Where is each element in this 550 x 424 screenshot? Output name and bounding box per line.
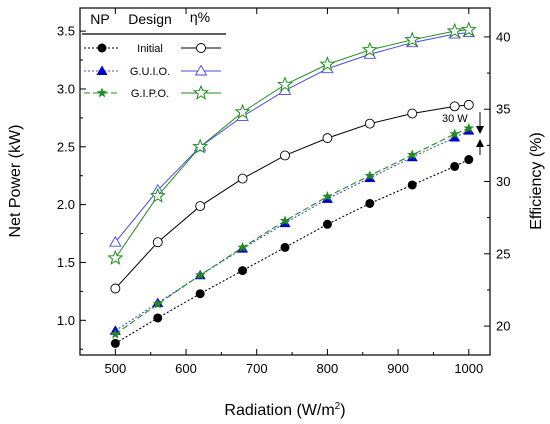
annotation-arrowhead-down: [476, 126, 484, 134]
point-g-i-p-o-np-3: [237, 241, 248, 252]
x-axis-title: Radiation (W/m2): [224, 401, 345, 419]
point-g-i-p-o-efficiency-6: [361, 41, 378, 57]
point-g-i-p-o-np-4: [279, 215, 291, 226]
left-tick-label-0: 1.0: [57, 313, 75, 328]
x-tick-label-0: 500: [104, 361, 126, 376]
series-line-g-u-i-o-efficiency: [114, 32, 469, 243]
point-g-i-p-o-efficiency-2: [192, 138, 209, 154]
point-initial-efficiency-8: [449, 101, 460, 112]
point-g-i-p-o-efficiency-0: [107, 249, 124, 265]
legend-swatches: [84, 43, 221, 100]
legend-np-marker-2: [96, 87, 108, 98]
point-g-i-p-o-efficiency-3: [234, 103, 251, 119]
legend-eff-marker-2: [193, 84, 209, 100]
right-tick-label-2: 30: [496, 174, 510, 189]
right-tick-label-0: 20: [496, 319, 510, 334]
point-initial-np-1: [153, 313, 163, 323]
legend: NP Design η% Initial G.U.I.O. G.I.P.O.: [82, 9, 226, 100]
point-g-i-p-o-np-5: [322, 191, 333, 201]
series-layer: [107, 21, 477, 348]
legend-header-design: Design: [128, 11, 172, 27]
point-initial-efficiency-3: [237, 173, 248, 184]
point-initial-efficiency-1: [152, 237, 163, 248]
point-g-u-i-o-efficiency-0: [109, 235, 122, 247]
legend-eff-marker-0: [196, 43, 206, 53]
point-initial-efficiency-0: [110, 283, 121, 294]
point-initial-np-8: [450, 161, 460, 171]
legend-np-marker-0: [97, 43, 107, 53]
x-tick-label-4: 900: [387, 361, 409, 376]
point-g-i-p-o-np-1: [152, 298, 163, 309]
point-g-i-p-o-np-7: [407, 149, 418, 160]
right-tick-label-4: 40: [496, 29, 510, 44]
left-tick-label-1: 1.5: [57, 255, 75, 270]
point-g-i-p-o-efficiency-1: [149, 187, 166, 203]
axes-layer: 500 600 700 800 900 1000 1.0 1.5 2.0 2.5 3.0 3.5 20 2…: [57, 8, 510, 376]
right-tick-label-3: 35: [496, 102, 510, 117]
series-line-initial-np: [115, 159, 470, 344]
point-initial-np-3: [238, 266, 248, 276]
right-axis-title: Efficiency (%): [528, 132, 545, 230]
annotation-30w: 30 W: [442, 113, 468, 125]
series-line-g-i-p-o-efficiency: [114, 29, 469, 259]
point-initial-efficiency-9: [463, 99, 474, 110]
legend-label-initial: Initial: [137, 43, 163, 55]
plot-frame: [79, 7, 491, 356]
x-tick-label-3: 800: [317, 361, 339, 376]
left-tick-label-5: 3.5: [57, 24, 75, 39]
point-g-i-p-o-np-8: [449, 128, 460, 139]
legend-label-guio: G.U.I.O.: [130, 66, 170, 78]
point-initial-np-7: [407, 180, 417, 190]
legend-label-gipo: G.I.P.O.: [131, 88, 169, 100]
left-tick-label-2: 2.0: [57, 197, 75, 212]
left-tick-label-3: 2.5: [57, 139, 75, 154]
x-tick-label-2: 700: [246, 361, 268, 376]
point-g-i-p-o-np-0: [110, 328, 121, 339]
point-g-i-p-o-np-6: [364, 170, 376, 181]
legend-header-np: NP: [90, 11, 109, 27]
x-tick-label-1: 600: [175, 361, 197, 376]
point-initial-np-9: [464, 155, 474, 165]
point-initial-np-2: [195, 289, 205, 299]
point-initial-efficiency-5: [322, 133, 333, 144]
right-tick-label-1: 25: [496, 246, 510, 261]
series-line-initial-efficiency: [114, 104, 469, 289]
annotation-arrowhead-up: [476, 139, 484, 147]
point-g-i-p-o-efficiency-4: [277, 76, 293, 92]
point-initial-efficiency-2: [195, 201, 206, 212]
point-g-i-p-o-efficiency-7: [404, 31, 421, 47]
series-line-g-i-p-o-np: [115, 127, 469, 335]
x-axis-title-superscript: 2: [335, 401, 341, 412]
point-initial-np-5: [322, 219, 332, 229]
point-g-u-i-o-np-8: [449, 132, 461, 142]
point-g-i-p-o-np-2: [194, 269, 206, 280]
legend-eff-marker-1: [194, 64, 208, 76]
point-g-i-p-o-np-9: [463, 122, 475, 133]
legend-header-efficiency: η%: [190, 9, 210, 25]
point-initial-efficiency-6: [364, 118, 375, 129]
point-initial-np-6: [365, 198, 375, 208]
point-initial-efficiency-4: [280, 150, 290, 161]
legend-np-marker-1: [96, 65, 108, 75]
point-initial-np-4: [280, 242, 290, 252]
point-initial-efficiency-7: [407, 108, 418, 119]
x-tick-label-5: 1000: [454, 361, 483, 376]
left-tick-label-4: 3.0: [57, 81, 75, 96]
point-g-i-p-o-efficiency-8: [446, 22, 463, 38]
point-g-i-p-o-efficiency-5: [319, 56, 336, 72]
point-initial-np-0: [110, 338, 120, 348]
point-g-i-p-o-efficiency-9: [460, 21, 477, 37]
left-axis-title: Net Power (kW): [7, 125, 24, 238]
